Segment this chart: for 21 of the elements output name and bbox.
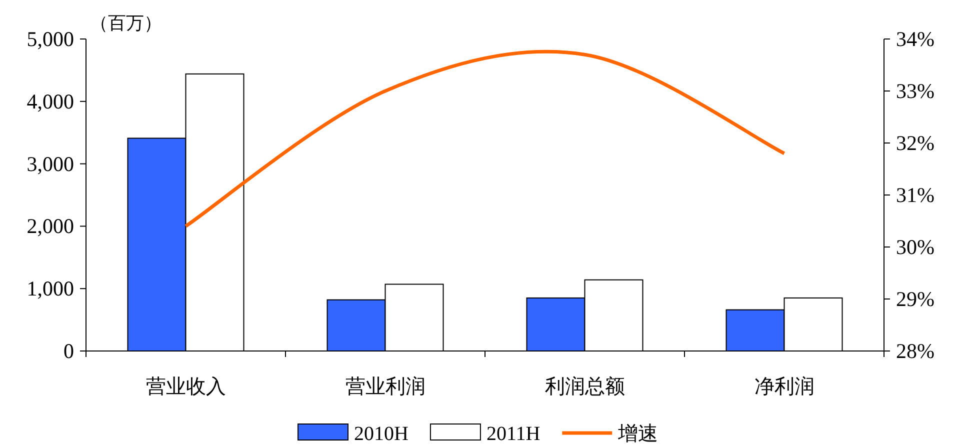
y2-tick-label: 29% [896,287,934,311]
y2-tick-label: 30% [896,235,934,259]
y-axis-title: （百万） [90,13,162,33]
y2-tick-label: 34% [896,27,934,51]
y2-tick-label: 28% [896,339,934,363]
y-tick-label: 1,000 [26,276,74,301]
x-tick-label: 净利润 [754,376,814,398]
y2-tick-label: 33% [896,79,934,103]
y-tick-label: 2,000 [26,214,74,238]
x-tick-label: 营业利润 [345,376,426,398]
y2-tick-label: 32% [896,131,934,155]
y-tick-label: 4,000 [26,89,74,114]
y-tick-label: 5,000 [26,27,74,51]
legend-label: 2011H [486,423,540,445]
y2-tick-label: 31% [896,183,934,207]
legend-label: 增速 [617,423,658,445]
y-tick-label: 3,000 [26,152,74,176]
legend-label: 2010H [354,423,408,445]
x-tick-label: 营业收入 [146,376,226,398]
x-tick-label: 利润总额 [544,376,625,398]
y-tick-label: 0 [64,339,74,363]
